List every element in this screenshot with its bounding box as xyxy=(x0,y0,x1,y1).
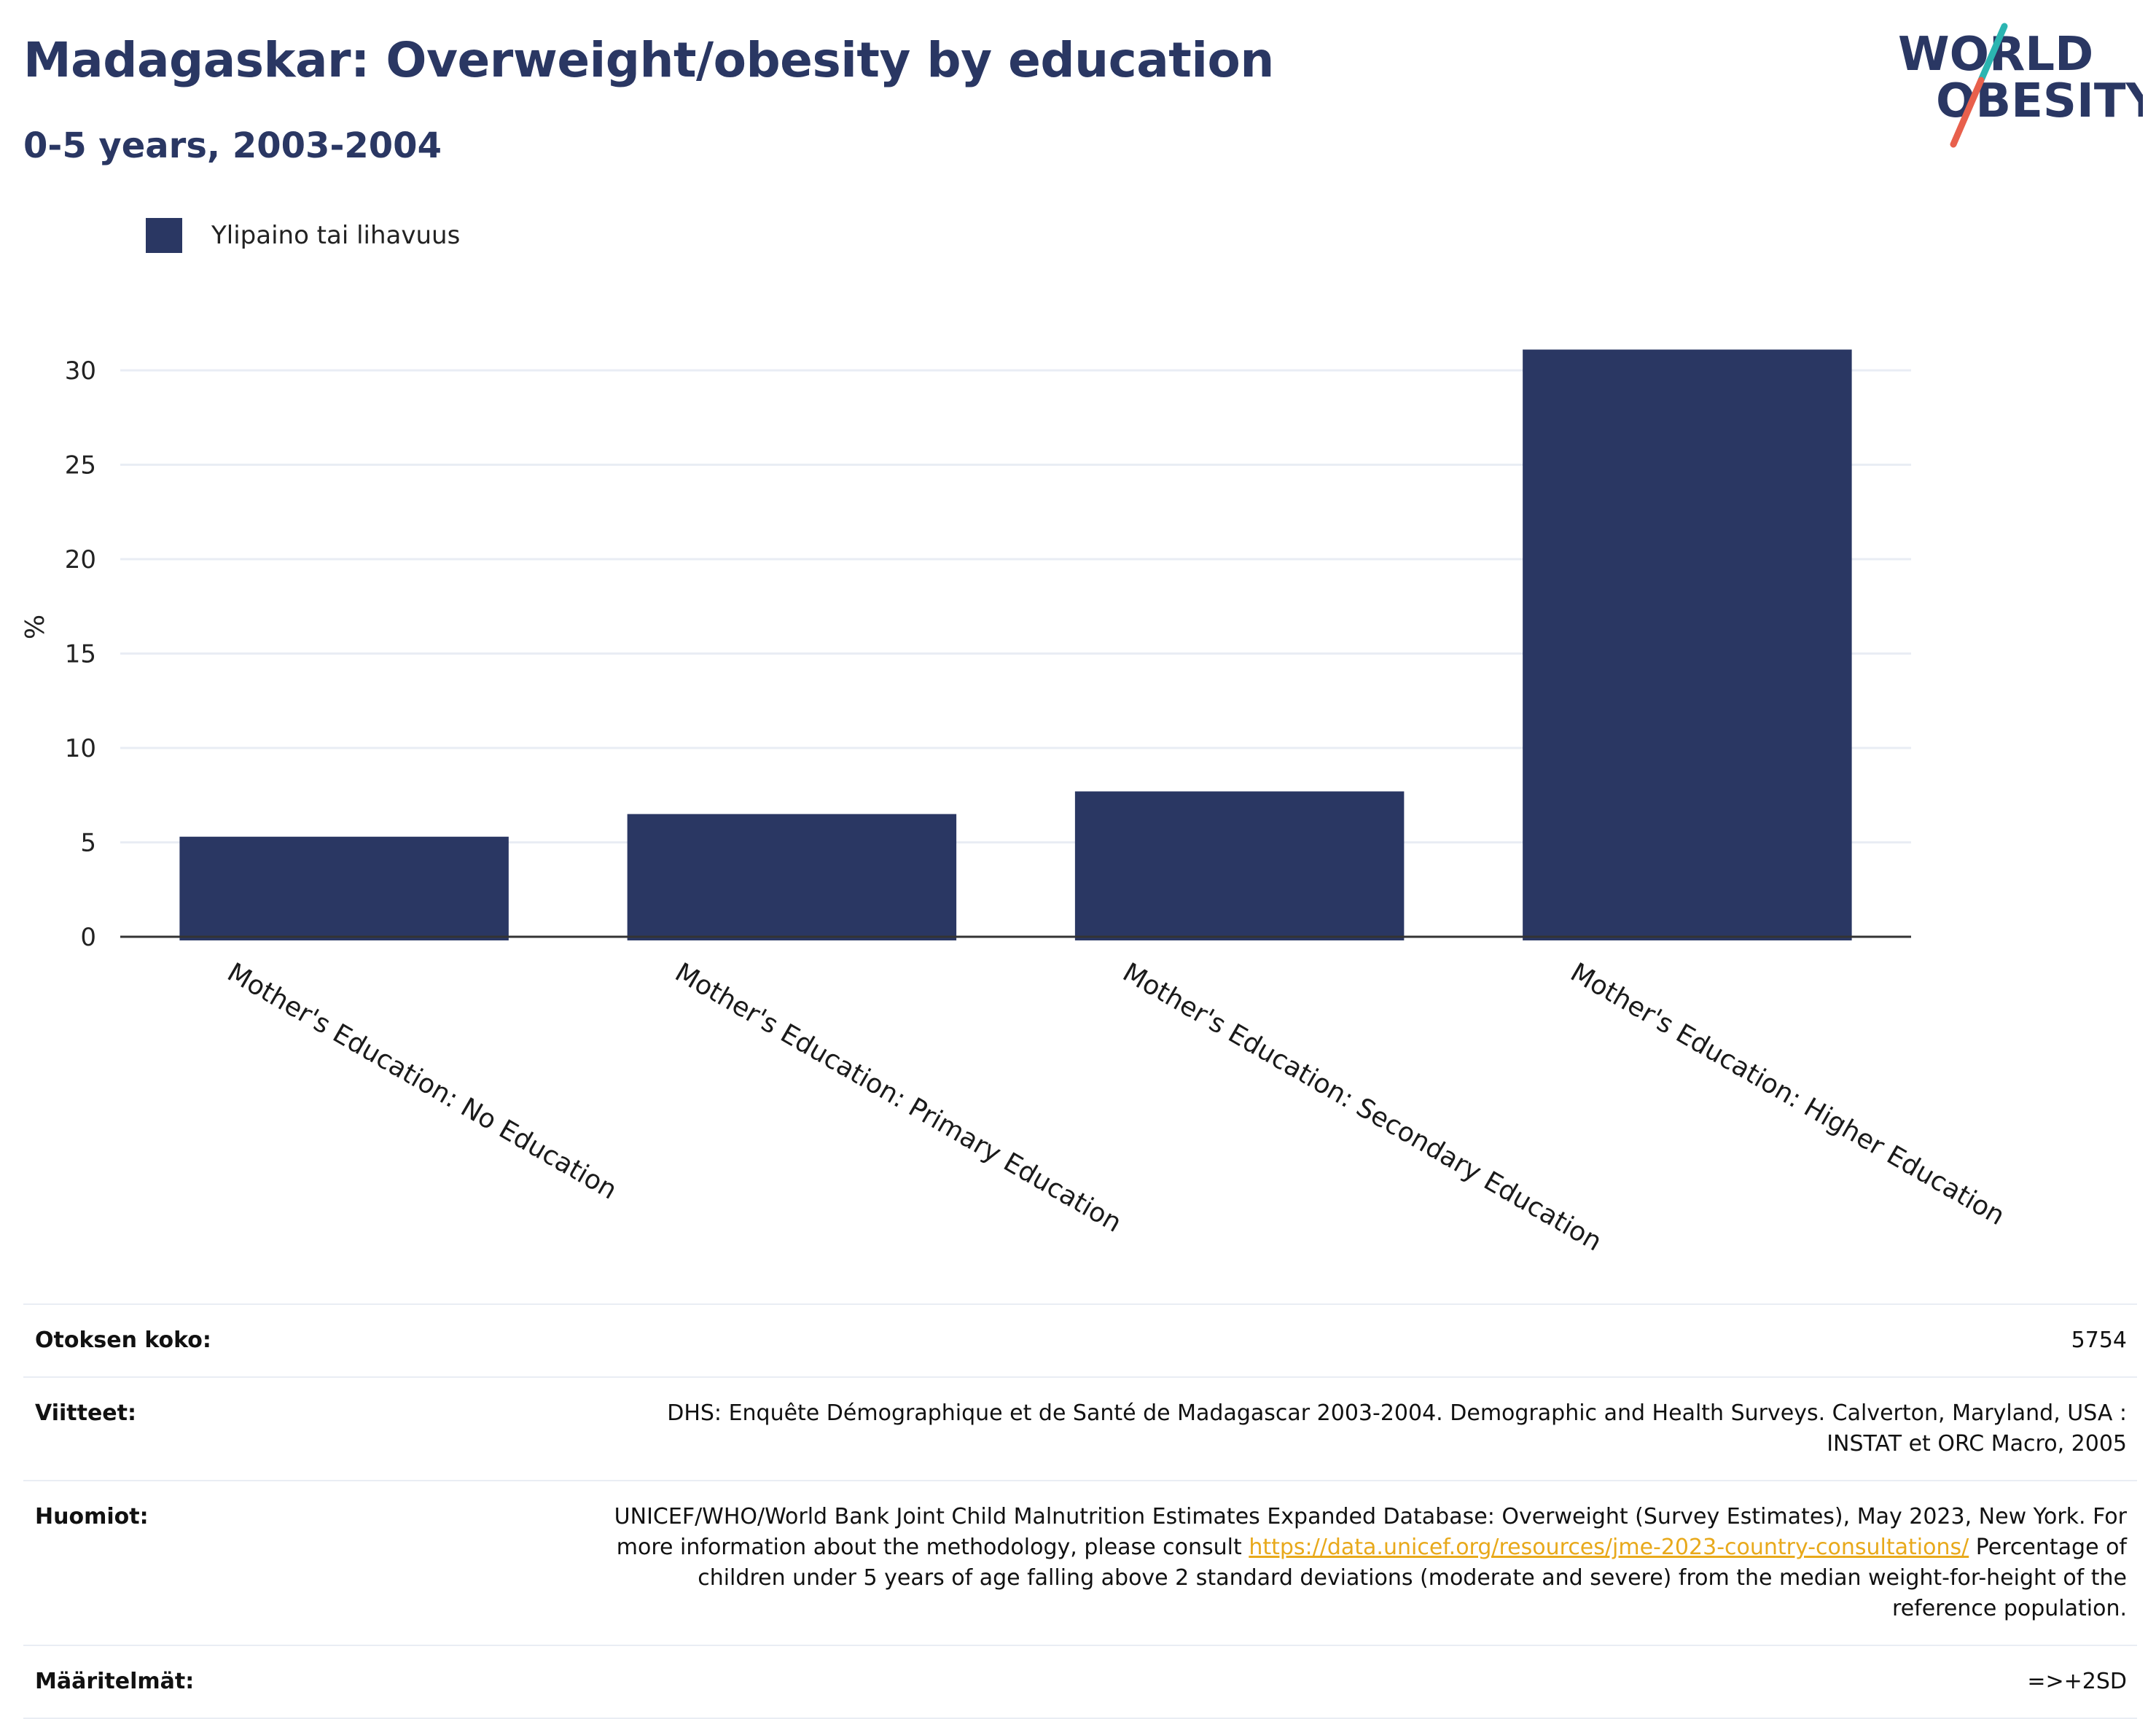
notes-link[interactable]: https://data.unicef.org/resources/jme-20… xyxy=(1249,1535,1969,1560)
legend-swatch xyxy=(146,218,182,253)
references-value: DHS: Enquête Démographique et de Santé d… xyxy=(667,1400,2127,1457)
y-tick-label: 20 xyxy=(65,545,96,574)
world-obesity-logo: WORLD OBESITY xyxy=(1898,23,2143,148)
definitions-value: =>+2SD xyxy=(2027,1669,2127,1694)
x-tick-label: Mother's Education: Secondary Education xyxy=(1117,957,1606,1257)
bar-chart: 0 5 10 15 20 25 30 Mother's Education: No Educ… xyxy=(20,349,2009,1258)
info-table: Otoksen koko: 5754 Viitteet: DHS: Enquêt… xyxy=(23,1303,2137,1719)
notes-value: UNICEF/WHO/World Bank Joint Child Malnut… xyxy=(596,1502,2127,1624)
notes-text-before: UNICEF/WHO/World Bank Joint Child Malnut… xyxy=(614,1504,2127,1560)
y-tick-label: 15 xyxy=(65,640,96,669)
definitions-label: Määritelmät: xyxy=(35,1669,195,1694)
sample-size-label: Otoksen koko: xyxy=(35,1328,211,1353)
y-tick-labels: 0 5 10 15 20 25 30 xyxy=(65,356,96,952)
x-tick-labels: Mother's Education: No Education Mother's… xyxy=(222,957,2009,1257)
chart-title: Madagaskar: Overweight/obesity by educat… xyxy=(23,32,1274,88)
bar[interactable] xyxy=(627,814,957,940)
notes-label: Huomiot: xyxy=(35,1504,149,1529)
legend[interactable]: Ylipaino tai lihavuus xyxy=(146,217,460,254)
notes-row: Huomiot: UNICEF/WHO/World Bank Joint Chi… xyxy=(23,1481,2137,1646)
y-tick-label: 0 xyxy=(80,923,96,952)
bar[interactable] xyxy=(1523,349,1852,940)
y-tick-label: 30 xyxy=(65,356,96,386)
references-label: Viitteet: xyxy=(35,1400,136,1426)
logo-slash-bottom xyxy=(1950,77,1985,148)
y-tick-label: 10 xyxy=(65,734,96,763)
y-axis-label: % xyxy=(20,615,50,639)
logo-slash-top xyxy=(1977,23,2008,84)
x-tick-label: Mother's Education: Primary Education xyxy=(670,957,1126,1238)
definitions-row: Määritelmät: =>+2SD xyxy=(23,1646,2137,1719)
logo-line1: WORLD xyxy=(1898,28,2093,82)
legend-label: Ylipaino tai lihavuus xyxy=(211,221,461,250)
chart-subtitle: 0-5 years, 2003-2004 xyxy=(23,125,442,166)
x-tick-label: Mother's Education: No Education xyxy=(222,957,622,1205)
y-tick-label: 25 xyxy=(65,451,96,480)
sample-size-value: 5754 xyxy=(2071,1328,2127,1353)
sample-size-row: Otoksen koko: 5754 xyxy=(23,1305,2137,1378)
bar[interactable] xyxy=(1074,791,1405,940)
x-tick-label: Mother's Education: Higher Education xyxy=(1566,957,2010,1231)
y-tick-label: 5 xyxy=(80,829,96,858)
bars xyxy=(179,349,1852,940)
notes-text-after: Percentage of children under 5 years of … xyxy=(698,1535,2127,1621)
references-row: Viitteet: DHS: Enquête Démographique et … xyxy=(23,1378,2137,1481)
bar[interactable] xyxy=(179,836,509,940)
